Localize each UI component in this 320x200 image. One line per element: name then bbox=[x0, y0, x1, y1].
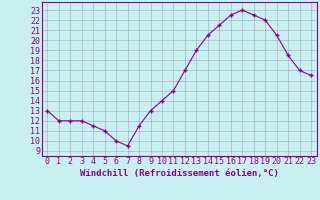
X-axis label: Windchill (Refroidissement éolien,°C): Windchill (Refroidissement éolien,°C) bbox=[80, 169, 279, 178]
